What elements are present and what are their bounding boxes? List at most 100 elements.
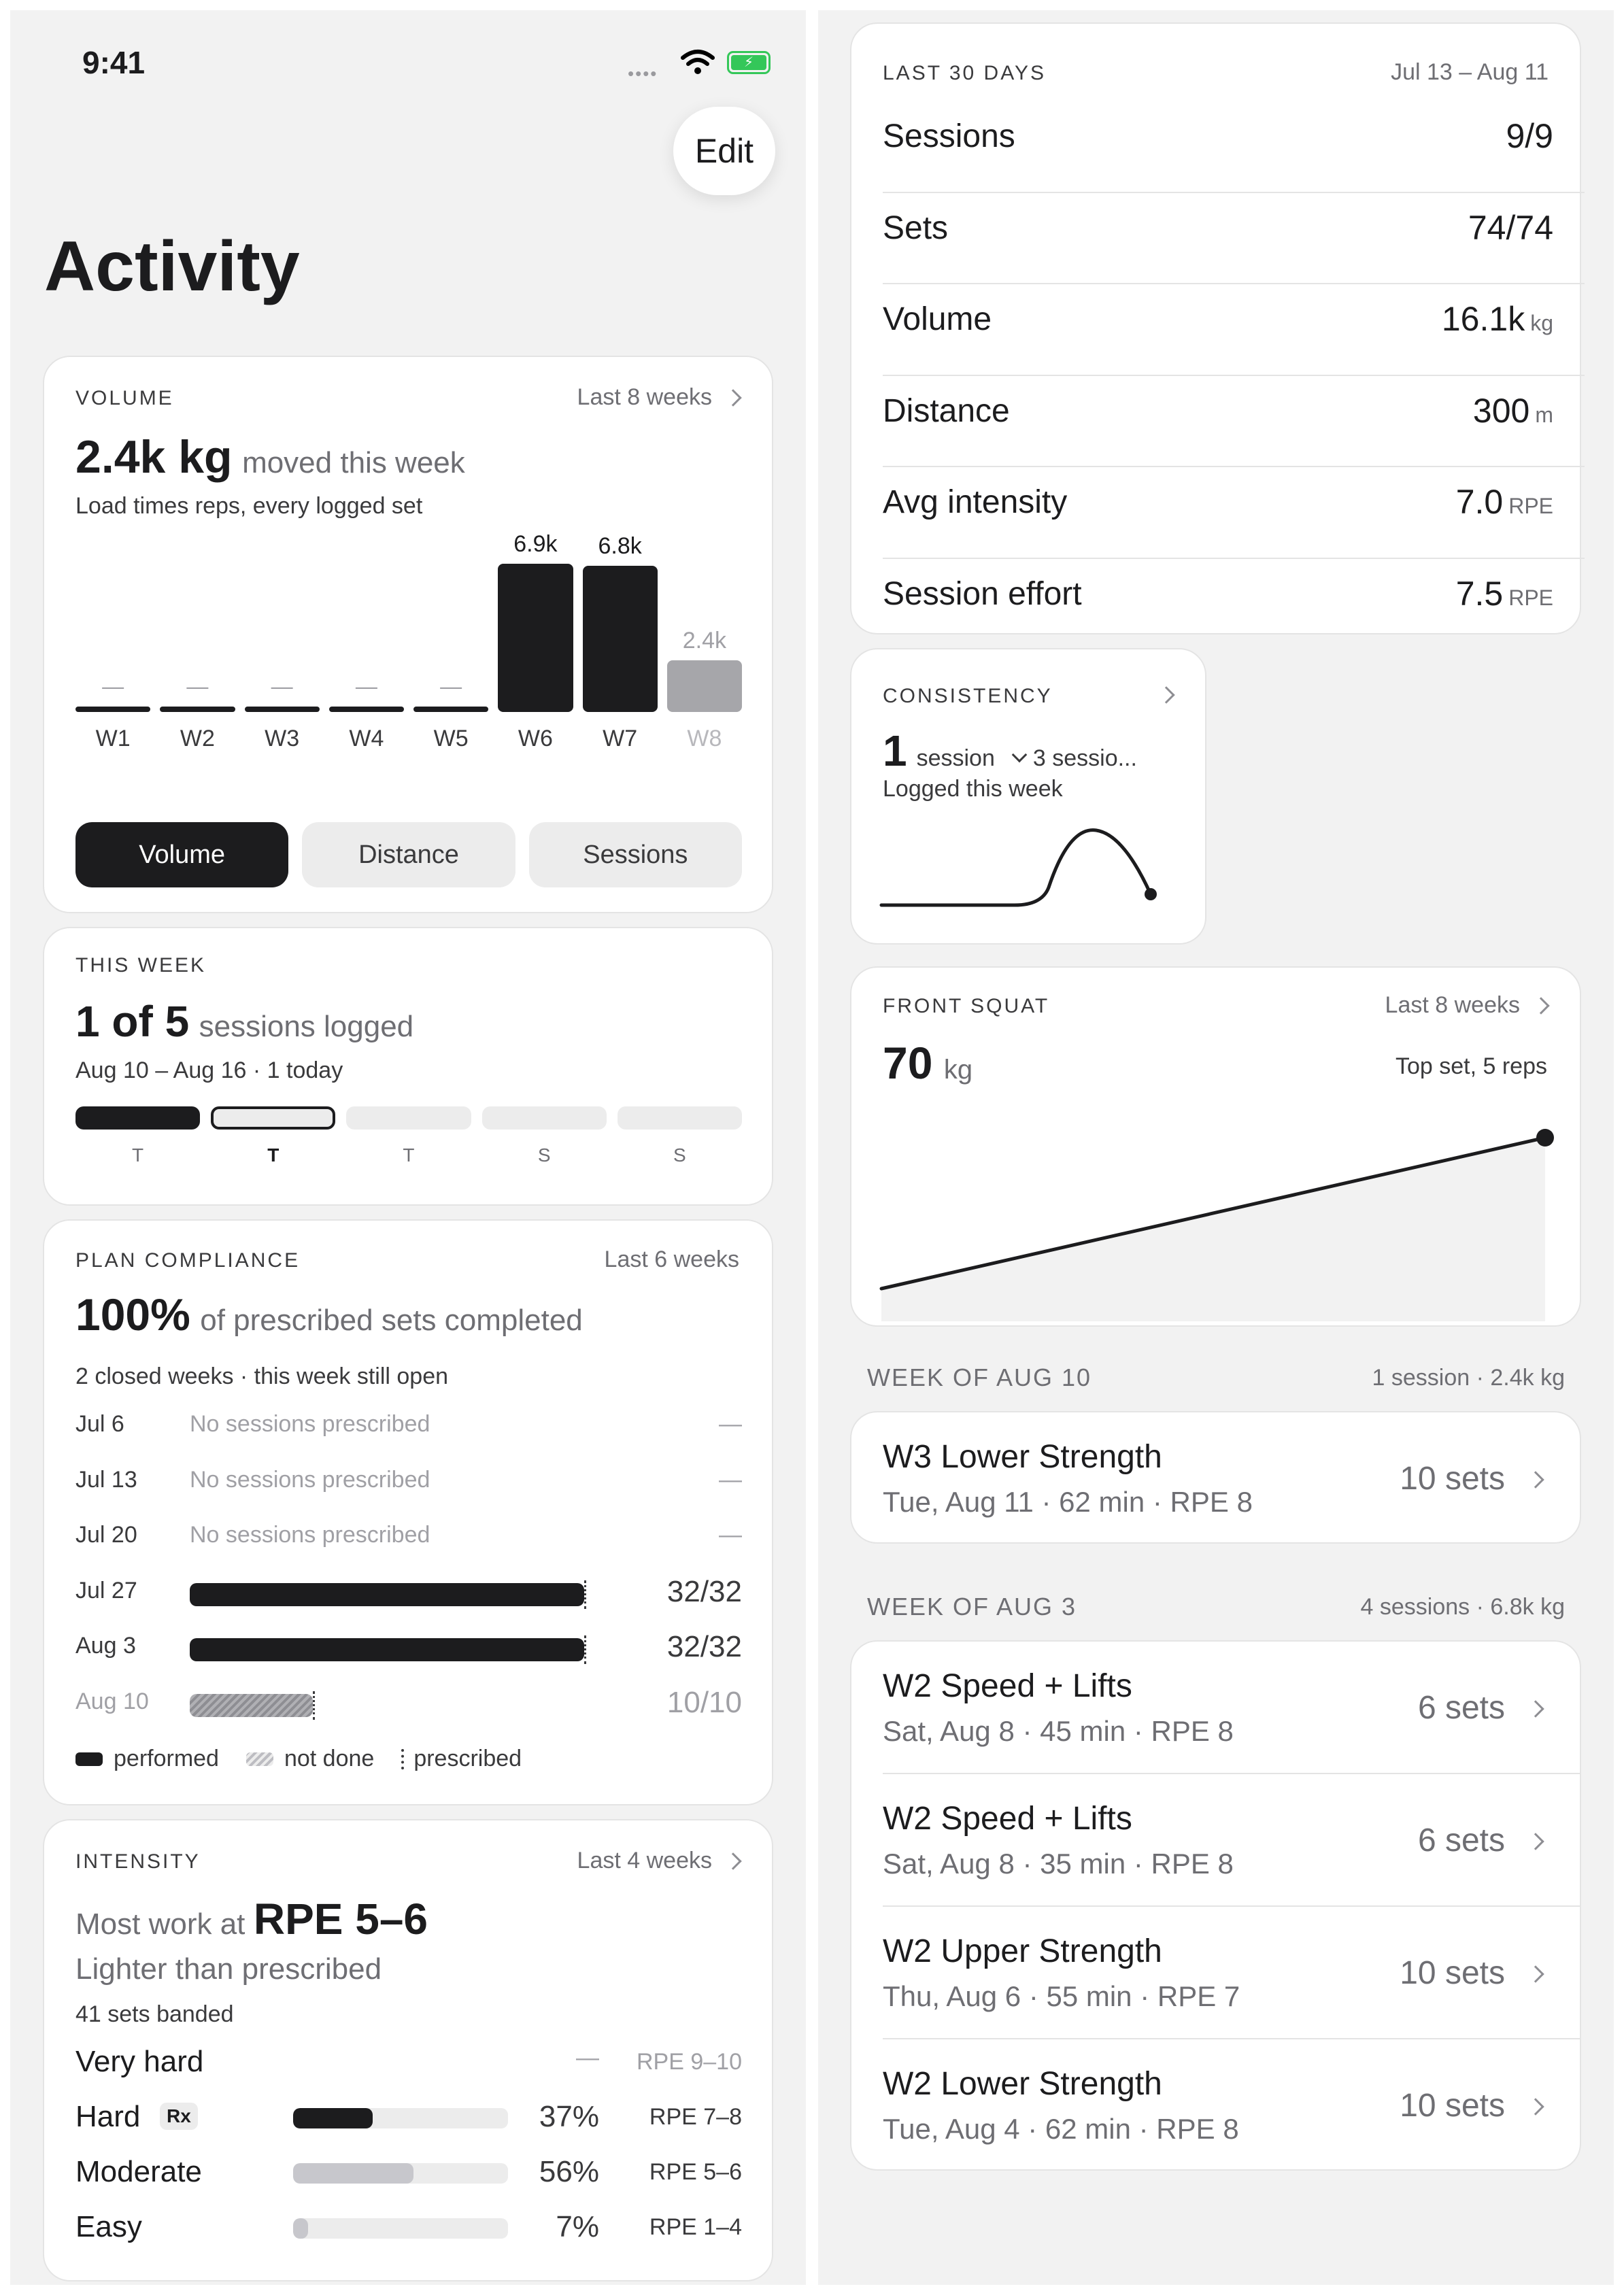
day-label: T [267, 1144, 280, 1166]
trend-endpoint [1536, 1129, 1554, 1147]
sparkline-endpoint [1145, 888, 1157, 900]
session-row[interactable]: W3 Lower Strength Tue, Aug 11 · 62 min · … [851, 1412, 1580, 1545]
volume-x-tick-label: W7 [603, 726, 638, 751]
compliance-row-value: 10/10 [666, 1685, 742, 1719]
last30-row-label: Avg intensity [883, 484, 1068, 520]
volume-bar [666, 660, 742, 712]
front-squat-range-link[interactable]: Last 8 weeks [1385, 992, 1550, 1019]
intensity-subtitle: Lighter than prescribed [75, 1952, 382, 1986]
last30-row-unit: RPE [1508, 494, 1553, 518]
last30-row-value-wrap: 16.1k kg [1442, 299, 1553, 339]
intensity-bands: Very hard — RPE 9–10 Hard Rx 37% RPE 7–8 Modera… [75, 2045, 742, 2269]
last30-row-value: 7.0 [1455, 483, 1504, 521]
intensity-headline-row: Most work at RPE 5–6 [75, 1894, 428, 1944]
session-row[interactable]: W2 Speed + Lifts Sat, Aug 8 · 45 min · RP… [851, 1642, 1580, 1774]
last30-row-unit: m [1535, 402, 1553, 427]
front-squat-value-row: 70 kg [883, 1037, 972, 1089]
compliance-caption: PLAN COMPLIANCE [75, 1249, 301, 1272]
compliance-headline-suffix: of prescribed sets completed [200, 1304, 583, 1337]
legend-prescribed: prescribed [413, 1746, 522, 1771]
volume-range-link[interactable]: Last 8 weeks [577, 384, 742, 411]
status-time: 9:41 [82, 45, 146, 80]
volume-bar [413, 707, 489, 712]
compliance-row-value: 32/32 [666, 1574, 742, 1608]
volume-bar-value-label: — [355, 674, 377, 698]
consistency-sparkline [879, 828, 1157, 907]
tab-volume[interactable]: Volume [75, 822, 289, 887]
front-squat-card[interactable]: FRONT SQUAT Last 8 weeks 70 kg Top set, … [850, 966, 1581, 1327]
chevron-right-icon [1527, 1965, 1544, 1983]
session-history: WEEK OF AUG 10 1 session · 2.4k kg W3 Lowe… [818, 1363, 1614, 2213]
intensity-range-link[interactable]: Last 4 weeks [577, 1848, 742, 1874]
session-row[interactable]: W2 Speed + Lifts Sat, Aug 8 · 35 min · RP… [851, 1774, 1580, 1907]
this-week-card[interactable]: THIS WEEK 1 of 5 sessions logged Aug 10 … [43, 927, 773, 1206]
plan-compliance-card[interactable]: PLAN COMPLIANCE Last 6 weeks 100% of pre… [43, 1219, 773, 1805]
intensity-range: Last 4 weeks [577, 1848, 712, 1873]
compliance-row-value: 32/32 [666, 1630, 742, 1663]
last30-row-value: 7.5 [1455, 574, 1504, 613]
volume-x-tick-label: W6 [518, 726, 553, 751]
volume-x-tick-label: W5 [433, 726, 469, 751]
session-detail: Thu, Aug 6 · 55 min · RPE 7 [883, 1980, 1240, 2012]
last30-row-value-wrap: 7.0 RPE [1456, 482, 1553, 522]
compliance-headline-row: 100% of prescribed sets completed [75, 1289, 583, 1340]
last30-row-value-wrap: 74/74 [1468, 208, 1553, 248]
intensity-band-bar [293, 2108, 508, 2128]
volume-headline-suffix: moved this week [242, 446, 465, 479]
chevron-right-icon [1532, 996, 1550, 1015]
volume-bar [160, 707, 235, 712]
front-squat-caption: FRONT SQUAT [883, 995, 1050, 1017]
page-title: Activity [44, 227, 300, 306]
day-bar [617, 1106, 742, 1130]
session-row[interactable]: W2 Upper Strength Thu, Aug 6 · 55 min · R… [851, 1907, 1580, 2039]
compliance-legend: performed not done prescribed [75, 1746, 522, 1772]
compliance-row-note: No sessions prescribed [190, 1411, 430, 1437]
front-squat-unit: kg [943, 1055, 973, 1085]
intensity-band-percent: 37% [539, 2100, 599, 2133]
volume-bar-value-label: 6.9k [513, 531, 558, 557]
consistency-headline-row: 1 session 3 sessio... [883, 726, 1137, 776]
intensity-card[interactable]: INTENSITY Last 4 weeks Most work at RPE … [43, 1819, 773, 2281]
week-sessions-card: W2 Speed + Lifts Sat, Aug 8 · 45 min · RP… [850, 1640, 1581, 2171]
tab-sessions[interactable]: Sessions [528, 822, 742, 887]
compliance-range: Last 6 weeks [604, 1246, 739, 1272]
week-sessions-card: W3 Lower Strength Tue, Aug 11 · 62 min · … [850, 1411, 1581, 1544]
prescribed-marker [313, 1691, 316, 1720]
compliance-rows: Jul 6 No sessions prescribed — Jul 13 No ses… [75, 1411, 742, 1751]
this-week-count-suffix: sessions logged [199, 1010, 414, 1043]
wifi-icon [681, 50, 715, 74]
intensity-band-rpe: RPE 5–6 [649, 2159, 742, 2185]
consistency-caption: CONSISTENCY [883, 685, 1053, 707]
volume-card[interactable]: VOLUME Last 8 weeks 2.4k kg moved this w… [43, 356, 773, 913]
compliance-row-date: Aug 10 [75, 1688, 149, 1714]
edit-button[interactable]: Edit [673, 107, 775, 195]
last30-row-value: 9/9 [1506, 117, 1553, 155]
week-section-summary: 1 session · 2.4k kg [1372, 1365, 1565, 1391]
consistency-card[interactable]: CONSISTENCY 1 session 3 sessio... Logged… [850, 648, 1206, 945]
intensity-band-label: Moderate [75, 2155, 202, 2188]
volume-bar [328, 707, 404, 712]
intensity-band-label: Very hard [75, 2045, 204, 2078]
session-row[interactable]: W2 Lower Strength Tue, Aug 4 · 62 min · R… [851, 2039, 1580, 2172]
session-name: W2 Speed + Lifts [883, 1801, 1132, 1837]
last30-row-unit: kg [1530, 311, 1553, 335]
intensity-band-bar-fill [293, 2108, 373, 2128]
session-sets: 10 sets [1400, 1955, 1505, 1991]
volume-x-tick-label: W8 [687, 726, 722, 751]
compliance-headline: 100% [75, 1289, 190, 1340]
chevron-down-icon [1011, 747, 1028, 763]
volume-x-tick-label: W3 [265, 726, 300, 751]
last30-row-divider [883, 466, 1585, 467]
compliance-row-date: Jul 27 [75, 1577, 137, 1603]
front-squat-value: 70 [883, 1038, 933, 1088]
tab-distance[interactable]: Distance [302, 822, 515, 887]
last30-row-label: Sets [883, 209, 949, 246]
day-label: S [673, 1144, 686, 1166]
this-week-subtitle: Aug 10 – Aug 16 · 1 today [75, 1057, 343, 1083]
intensity-headline-prefix: Most work at [75, 1907, 246, 1941]
last30-row-divider [883, 557, 1585, 559]
day-bar [211, 1106, 336, 1130]
compliance-bar-performed [190, 1582, 584, 1606]
last-30-days-card: LAST 30 DAYS Jul 13 – Aug 11 Sessions 9/9… [850, 22, 1585, 634]
